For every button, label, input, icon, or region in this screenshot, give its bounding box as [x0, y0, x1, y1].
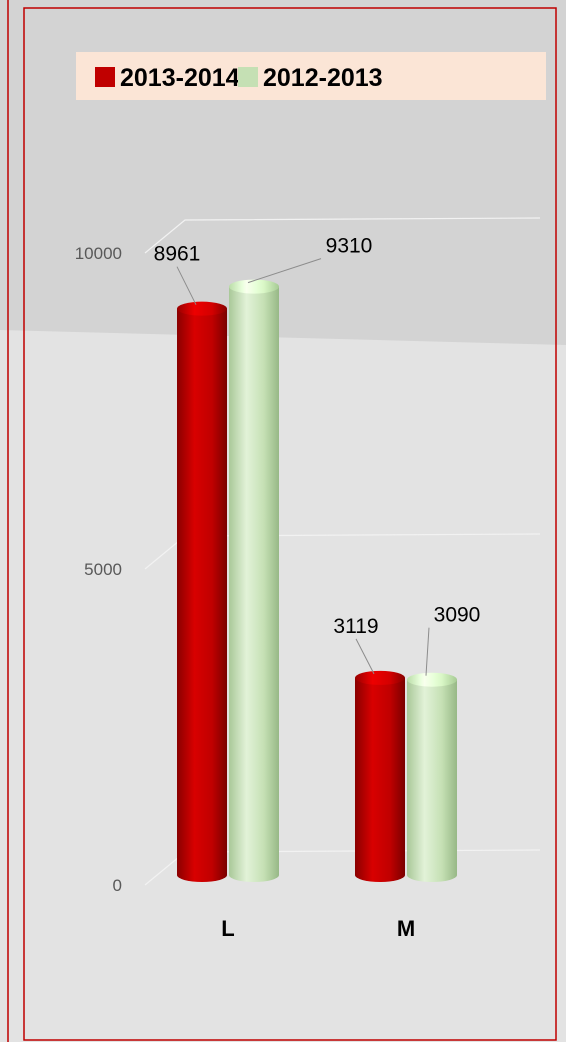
grid-line [144, 217, 541, 254]
bar-top [229, 279, 279, 294]
data-label: 3090 [434, 604, 481, 627]
data-label: 9310 [326, 235, 373, 258]
bar [229, 286, 279, 875]
data-label: 8961 [154, 243, 201, 266]
x-tick-label: M [397, 916, 415, 941]
bar-top [407, 672, 457, 687]
bar [177, 308, 227, 875]
legend-label: 2012-2013 [263, 64, 383, 92]
leader-line [247, 258, 322, 284]
bar-top [177, 301, 227, 316]
leader-line [355, 638, 375, 675]
background-top [0, 0, 566, 345]
y-tick-label: 10000 [75, 244, 122, 263]
legend-swatch [238, 67, 258, 87]
data-label: 3119 [333, 615, 378, 638]
legend-swatch [95, 67, 115, 87]
y-tick-label: 5000 [84, 560, 122, 579]
bar-top [355, 670, 405, 685]
bar [355, 677, 405, 875]
legend-label: 2013-2014 [120, 64, 240, 92]
bar [407, 679, 457, 875]
leader-line [425, 627, 430, 676]
x-tick-label: L [221, 916, 234, 941]
legend [76, 52, 546, 100]
y-tick-label: 0 [113, 876, 122, 895]
panel-border [23, 7, 557, 1041]
leader-line [176, 266, 197, 305]
